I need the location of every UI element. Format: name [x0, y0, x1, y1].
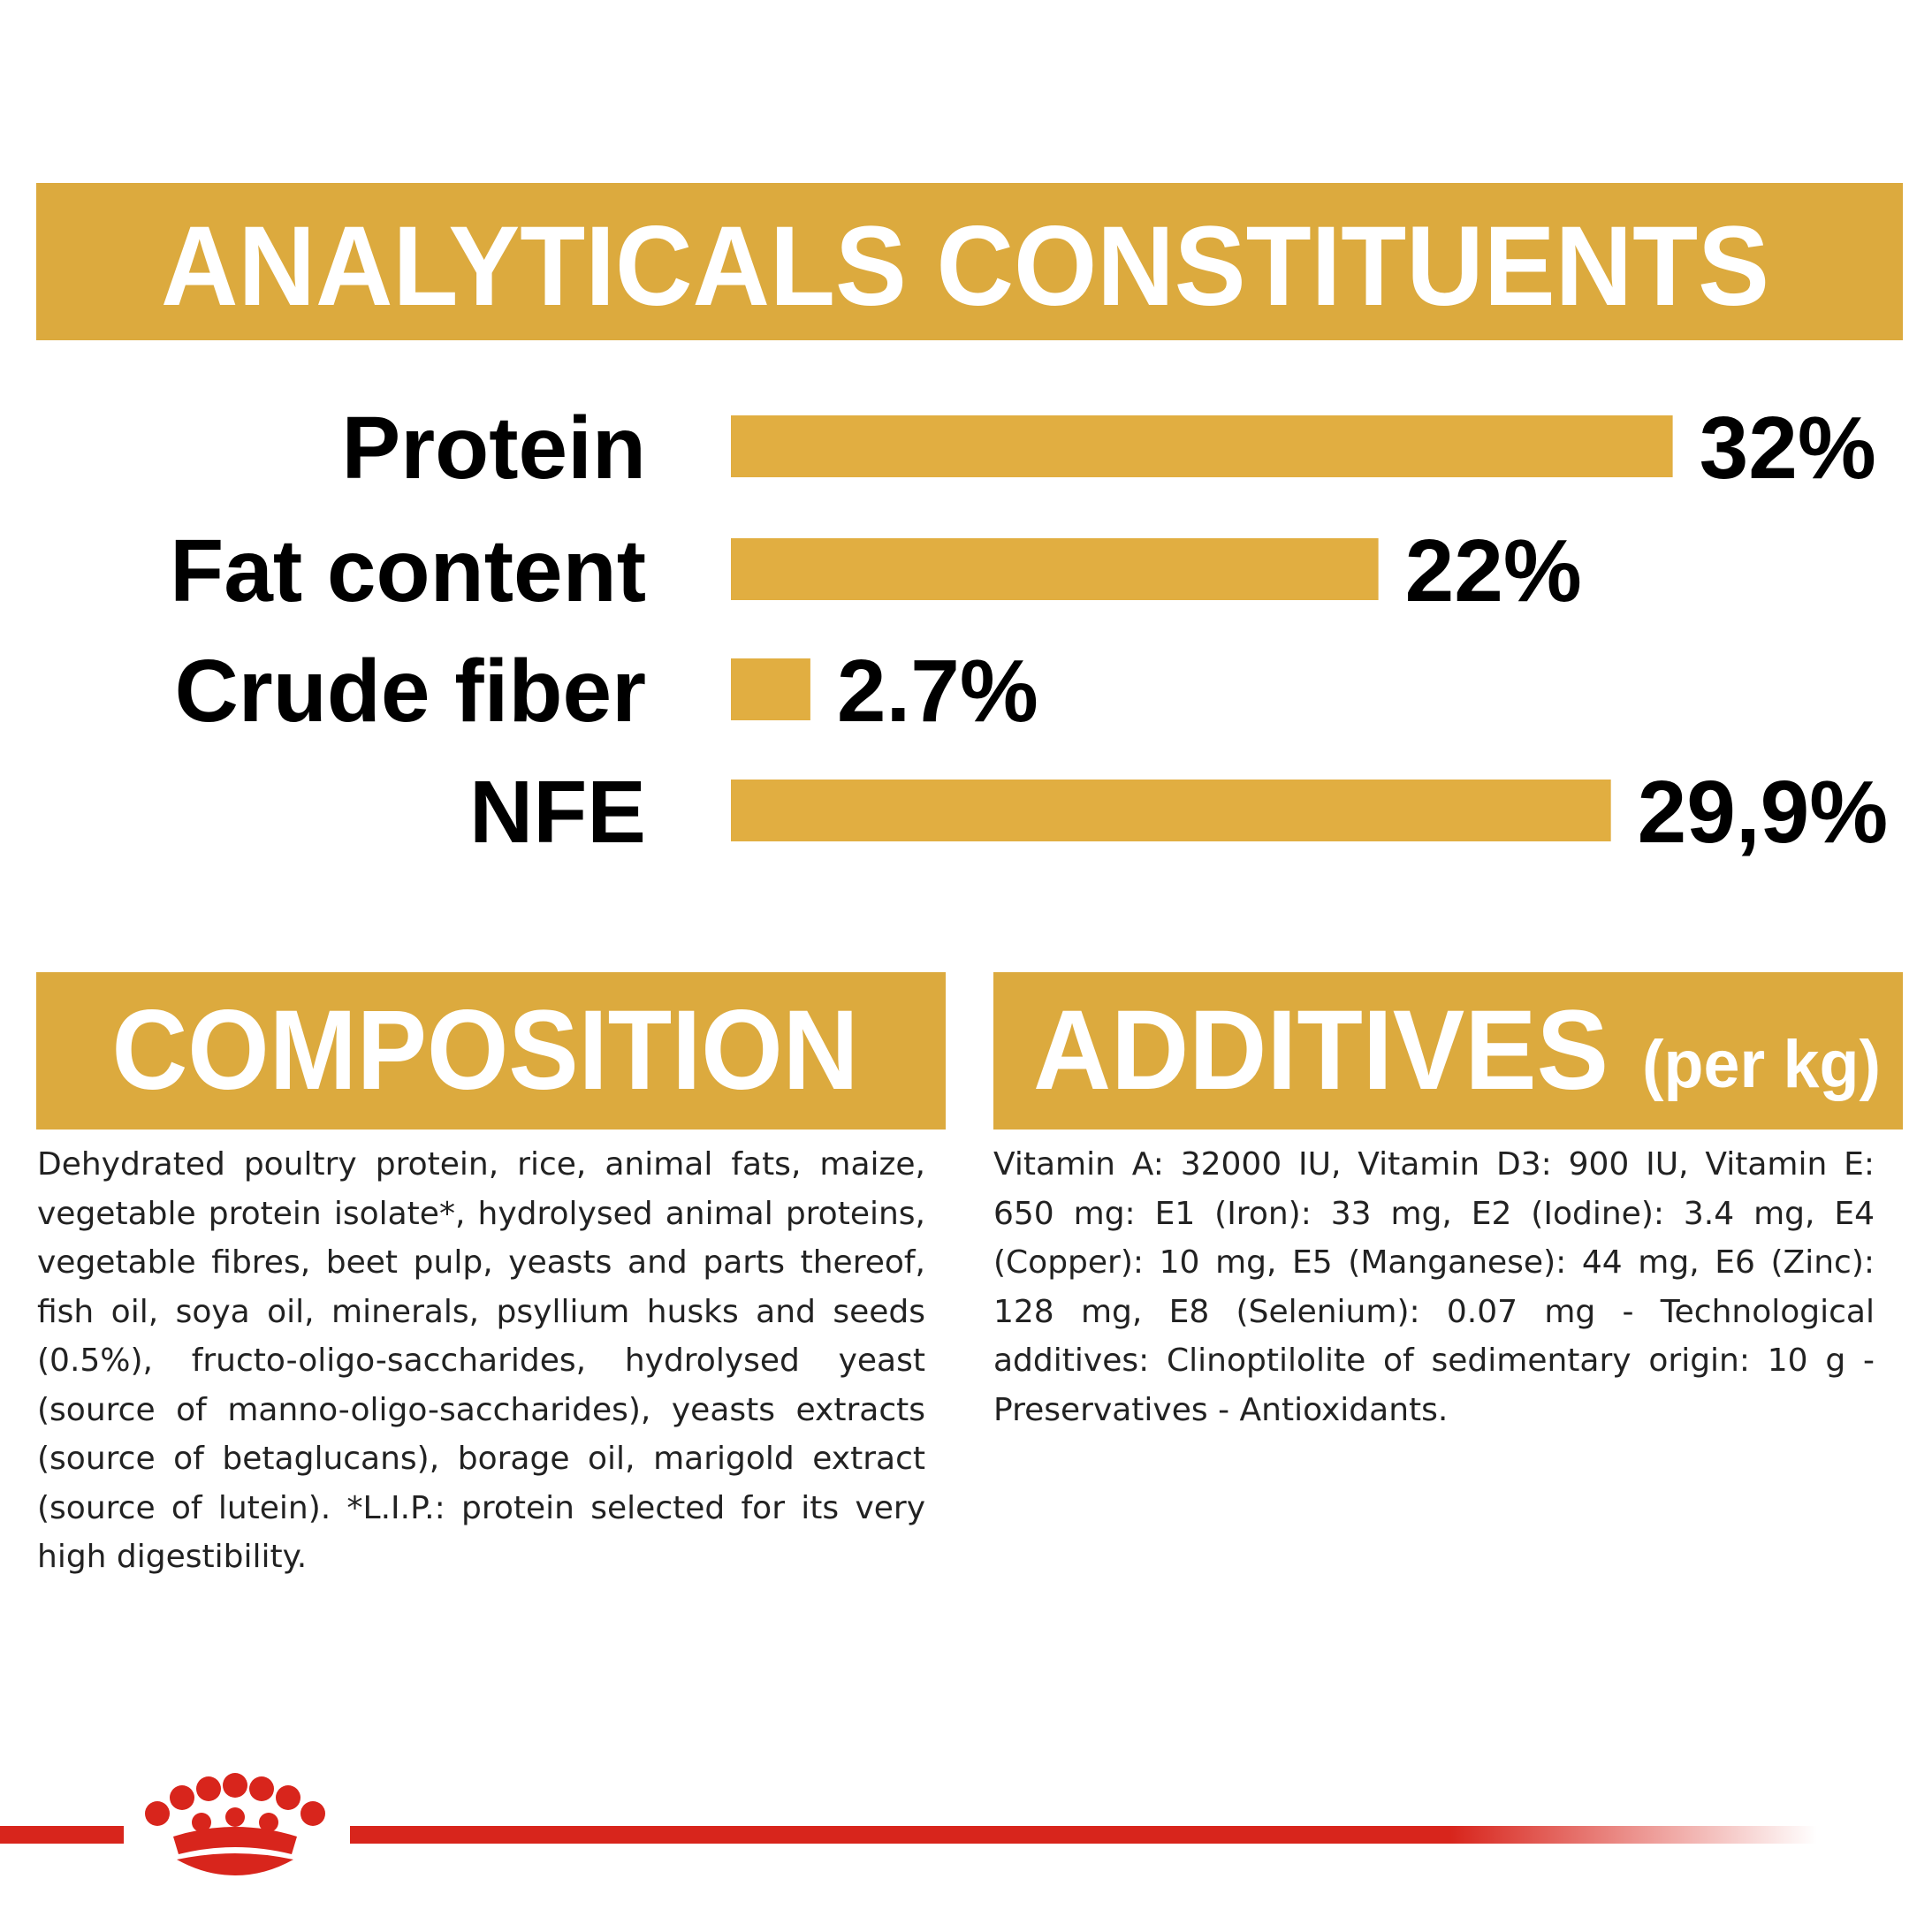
- header-band: [36, 183, 1903, 340]
- value-label: 22%: [1405, 521, 1582, 620]
- section-title: COMPOSITION: [112, 987, 859, 1114]
- bar: [731, 658, 810, 720]
- value-label: 32%: [1700, 399, 1876, 498]
- category-label: Crude fiber: [175, 642, 646, 741]
- category-label: Protein: [342, 399, 646, 498]
- value-label: 29,9%: [1638, 763, 1889, 862]
- brand-logo: [145, 1773, 325, 1875]
- category-label: NFE: [469, 763, 646, 862]
- composition-text: Dehydrated poultry protein, rice, animal…: [37, 1146, 925, 1575]
- additives-text: Vitamin A: 32000 IU, Vitamin D3: 900 IU,…: [993, 1146, 1875, 1428]
- category-label: Fat content: [170, 521, 646, 620]
- section-title: ADDITIVES: [1033, 987, 1609, 1114]
- value-label: 2.7%: [837, 642, 1038, 741]
- bar: [731, 780, 1611, 841]
- brand-line: [0, 1826, 124, 1844]
- header-band: [993, 972, 1903, 1130]
- header-band: [36, 972, 946, 1130]
- brand-line: [350, 1826, 1817, 1844]
- bar: [731, 415, 1673, 477]
- section-subtitle: (per kg): [1642, 1027, 1881, 1102]
- bar: [731, 538, 1379, 600]
- section-title: ANALYTICALS CONSTITUENTS: [161, 203, 1769, 330]
